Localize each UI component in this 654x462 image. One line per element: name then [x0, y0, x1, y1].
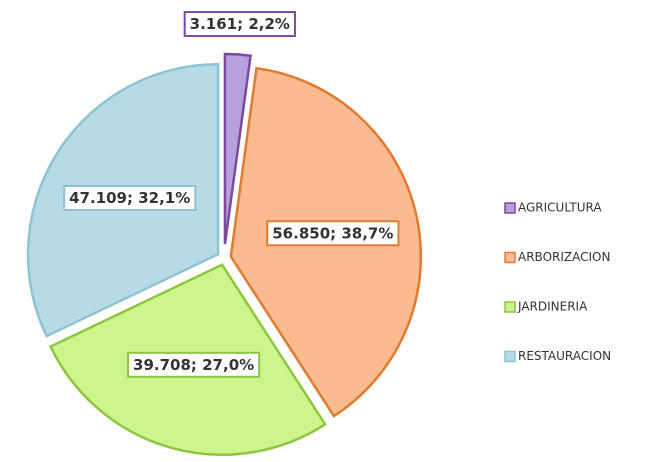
data-label-box	[183, 11, 296, 38]
legend-label: JARDINERIA	[517, 300, 588, 314]
data-label-box	[127, 351, 261, 378]
data-label: 56.850; 38,7%	[266, 220, 400, 247]
data-label-box	[266, 220, 400, 247]
data-label-text: 3.161; 2,2%	[190, 15, 290, 33]
legend-label: RESTAURACION	[518, 349, 611, 363]
data-label-box	[63, 185, 197, 212]
data-label-text: 39.708; 27,0%	[133, 356, 254, 374]
data-label: 3.161; 2,2%	[183, 11, 296, 38]
legend-swatch	[504, 301, 516, 313]
data-label-text: 56.850; 38,7%	[272, 224, 393, 242]
legend-swatch	[504, 350, 516, 363]
legend-swatch	[504, 202, 516, 214]
data-label-text: 47.109; 32,1%	[69, 189, 190, 207]
data-label: 39.708; 27,0%	[127, 351, 261, 378]
legend-label: ARBORIZACION	[518, 250, 610, 264]
pie-slice	[223, 52, 252, 245]
data-label: 47.109; 32,1%	[63, 185, 197, 212]
legend-label: AGRICULTURA	[518, 201, 602, 215]
legend-swatch	[504, 251, 516, 264]
